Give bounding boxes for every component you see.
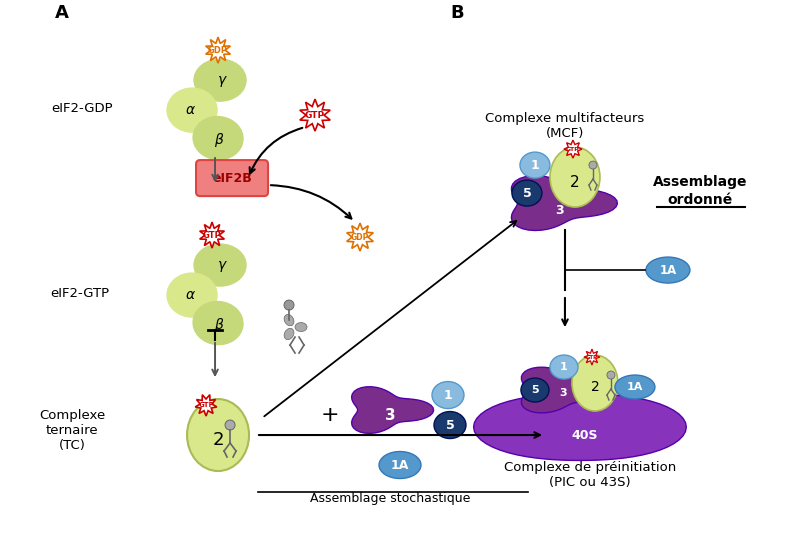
Text: Complexe multifacteurs: Complexe multifacteurs — [486, 112, 645, 125]
Ellipse shape — [379, 451, 421, 478]
Circle shape — [284, 300, 294, 310]
Polygon shape — [300, 99, 330, 131]
Ellipse shape — [194, 244, 246, 286]
Text: Assemblage stochastique: Assemblage stochastique — [310, 491, 470, 504]
Text: 1A: 1A — [391, 458, 409, 471]
Text: A: A — [55, 4, 69, 22]
Ellipse shape — [284, 314, 294, 326]
Ellipse shape — [434, 411, 466, 438]
Polygon shape — [521, 367, 611, 413]
Polygon shape — [564, 140, 582, 158]
Ellipse shape — [550, 147, 600, 207]
Text: β: β — [213, 133, 223, 147]
Text: 1A: 1A — [626, 382, 643, 392]
Text: 2: 2 — [213, 431, 224, 449]
Ellipse shape — [550, 355, 578, 379]
Ellipse shape — [521, 378, 549, 402]
Text: ordonné: ordonné — [667, 193, 732, 207]
Text: 3: 3 — [556, 204, 564, 217]
Text: Assemblage: Assemblage — [653, 175, 747, 189]
Text: GDP: GDP — [351, 233, 369, 241]
Ellipse shape — [193, 117, 243, 160]
Text: Complexe: Complexe — [39, 409, 105, 422]
Polygon shape — [584, 349, 600, 365]
Circle shape — [225, 420, 235, 430]
Polygon shape — [347, 223, 373, 251]
Text: 3: 3 — [384, 408, 396, 422]
Ellipse shape — [194, 59, 246, 101]
Text: α: α — [185, 288, 194, 302]
Polygon shape — [511, 176, 618, 231]
Ellipse shape — [646, 257, 690, 283]
Text: eIF2-GDP: eIF2-GDP — [51, 102, 113, 114]
Ellipse shape — [432, 382, 464, 409]
Text: α: α — [185, 103, 194, 117]
Text: 1A: 1A — [659, 264, 677, 276]
Text: γ: γ — [218, 258, 226, 272]
Ellipse shape — [167, 273, 217, 317]
Polygon shape — [200, 222, 224, 248]
Polygon shape — [474, 394, 686, 461]
Text: 1: 1 — [560, 362, 568, 372]
Text: ternaire: ternaire — [46, 423, 99, 436]
Polygon shape — [352, 387, 434, 434]
Ellipse shape — [187, 399, 249, 471]
Text: GTP: GTP — [198, 402, 214, 408]
Text: B: B — [450, 4, 463, 22]
Text: 2: 2 — [591, 380, 599, 394]
Text: GDP: GDP — [208, 45, 228, 55]
Text: 5: 5 — [523, 187, 532, 200]
Text: (PIC ou 43S): (PIC ou 43S) — [549, 476, 630, 489]
Text: 2: 2 — [570, 174, 579, 190]
Text: GTP: GTP — [203, 231, 221, 240]
Ellipse shape — [512, 180, 542, 206]
Text: (TC): (TC) — [59, 438, 85, 451]
Circle shape — [589, 161, 597, 169]
Circle shape — [607, 371, 615, 379]
Ellipse shape — [284, 328, 294, 340]
Ellipse shape — [572, 355, 618, 411]
Text: (MCF): (MCF) — [546, 126, 584, 140]
Ellipse shape — [615, 375, 655, 399]
Text: GTP: GTP — [586, 355, 598, 360]
Text: γ: γ — [218, 73, 226, 87]
Polygon shape — [205, 37, 230, 63]
Text: GTP: GTP — [305, 111, 325, 120]
FancyBboxPatch shape — [196, 160, 268, 196]
Polygon shape — [195, 395, 217, 416]
Ellipse shape — [295, 322, 307, 332]
Ellipse shape — [193, 301, 243, 345]
Text: 3: 3 — [559, 388, 567, 398]
Text: eIF2B: eIF2B — [213, 172, 252, 185]
Text: GTP: GTP — [566, 146, 579, 152]
Ellipse shape — [520, 152, 550, 178]
Text: 1: 1 — [443, 389, 452, 402]
Text: Complexe de préinitiation: Complexe de préinitiation — [504, 461, 676, 474]
Text: 40S: 40S — [572, 429, 599, 442]
Ellipse shape — [167, 88, 217, 132]
Text: eIF2-GTP: eIF2-GTP — [50, 287, 110, 300]
Text: +: + — [321, 405, 339, 425]
Text: 1: 1 — [531, 159, 540, 172]
Text: 5: 5 — [446, 418, 455, 431]
Text: 5: 5 — [531, 385, 539, 395]
Text: β: β — [213, 318, 223, 332]
